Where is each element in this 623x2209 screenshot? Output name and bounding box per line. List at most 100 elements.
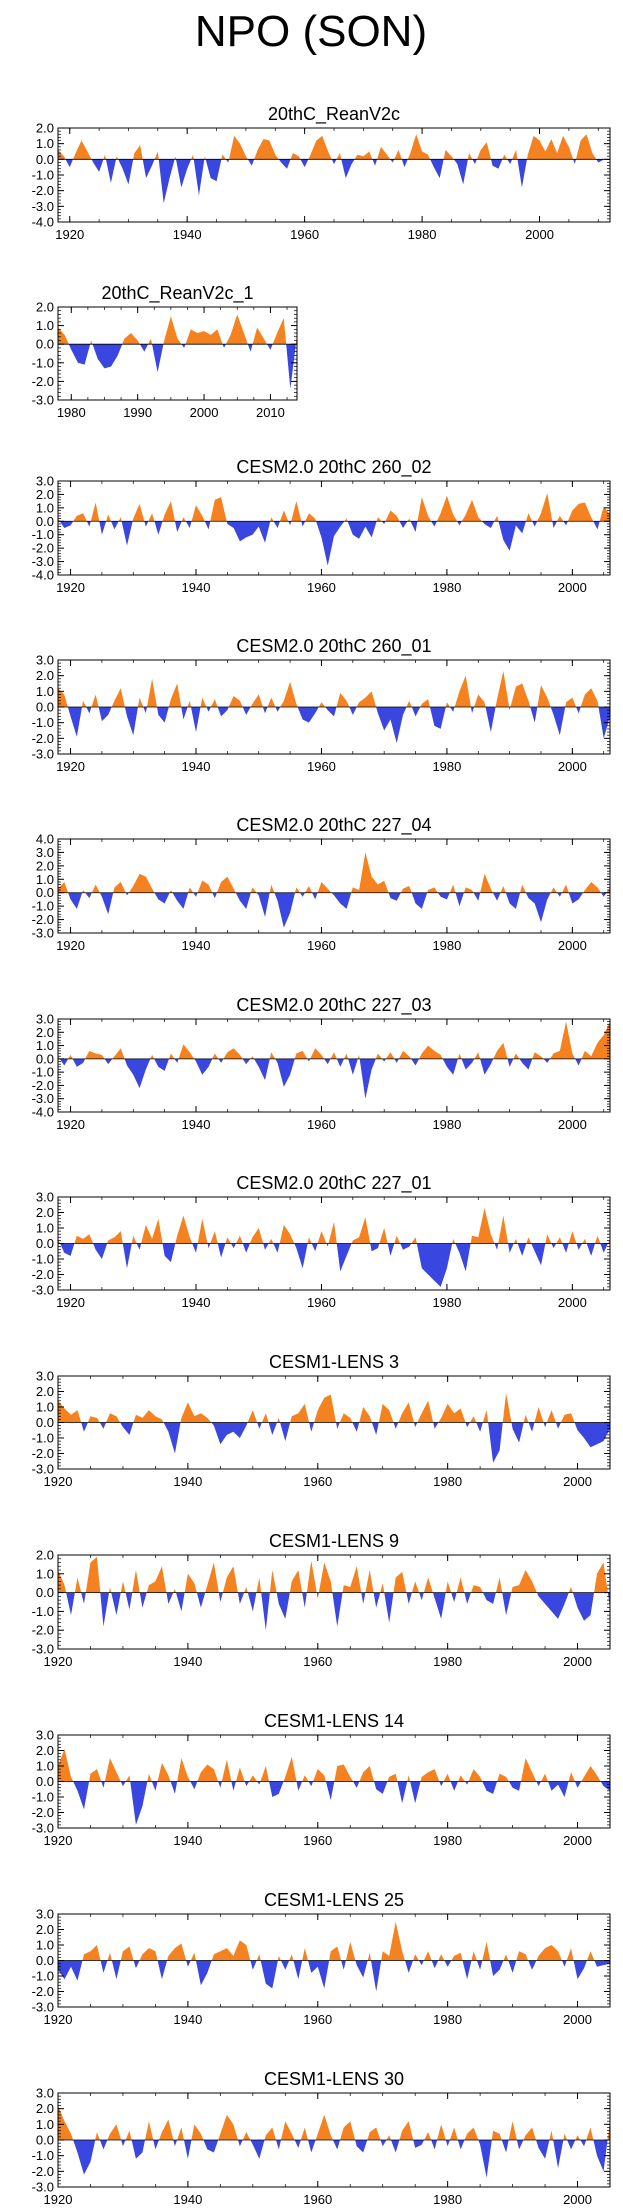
- figure-title: NPO (SON): [195, 7, 427, 56]
- y-tick-label: 0.0: [36, 337, 54, 352]
- positive-area: [58, 493, 610, 522]
- y-tick-label: -2.0: [32, 1984, 54, 1999]
- plot-frame: [57, 127, 611, 223]
- panel-5: CESM2.0 20thC 227_044.03.02.01.00.0-1.0-…: [32, 815, 611, 953]
- y-tick-label: -1.0: [32, 1969, 54, 1984]
- panel-10: CESM1-LENS 14 3.02.01.00.0-1.0-2.0-3.0192…: [32, 1711, 611, 1848]
- positive-area: [58, 1556, 610, 1593]
- positive-area: [58, 670, 610, 707]
- y-tick-label: 3.0: [36, 1728, 54, 1743]
- plot-frame: [57, 1554, 611, 1650]
- x-tick-label: 2000: [563, 1474, 592, 1489]
- y-tick-label: -3.0: [32, 926, 54, 941]
- y-tick-label: -2.0: [32, 541, 54, 556]
- y-tick-label: 3.0: [36, 1907, 54, 1922]
- x-tick-label: 1960: [307, 580, 336, 595]
- negative-area: [58, 2140, 610, 2178]
- panel-4: CESM2.0 20thC 260_01 3.02.01.00.0-1.0-2.0…: [32, 636, 611, 774]
- x-tick-label: 2000: [563, 1833, 592, 1848]
- y-tick-label: 1.0: [36, 1221, 54, 1236]
- negative-area: [58, 1781, 610, 1825]
- y-tick-label: 0.0: [36, 1585, 54, 1600]
- y-tick-label: 2.0: [36, 1384, 54, 1399]
- x-tick-label: 1920: [56, 1117, 85, 1132]
- x-tick-label: 1960: [307, 1117, 336, 1132]
- y-tick-label: 0.0: [36, 1415, 54, 1430]
- x-tick-label: 1940: [182, 938, 211, 953]
- panel-6: CESM2.0 20thC 227_03 3.02.01.00.0-1.0-2.0…: [32, 995, 611, 1132]
- x-tick-label: 1980: [433, 1833, 462, 1848]
- y-tick-label: 1.0: [36, 500, 54, 515]
- y-tick-label: 0.0: [36, 700, 54, 715]
- positive-area: [58, 314, 297, 345]
- y-tick-label: 2.0: [36, 121, 54, 136]
- y-tick-label: 2.0: [36, 487, 54, 502]
- y-tick-label: -3.0: [32, 554, 54, 569]
- x-tick-label: 1980: [408, 227, 437, 242]
- x-tick-label: 1980: [57, 405, 86, 420]
- y-tick-label: -4.0: [32, 1105, 54, 1120]
- x-tick-label: 2000: [525, 227, 554, 242]
- x-tick-label: 1960: [303, 1654, 332, 1669]
- y-tick-label: -2.0: [32, 183, 54, 198]
- y-tick-label: 3.0: [36, 845, 54, 860]
- negative-area: [58, 344, 297, 389]
- y-tick-label: -3.0: [32, 1283, 54, 1298]
- x-tick-label: 1940: [182, 1295, 211, 1310]
- positive-area: [58, 852, 610, 893]
- x-tick-label: 1940: [182, 1117, 211, 1132]
- y-tick-label: 0.0: [36, 514, 54, 529]
- y-tick-label: -1.0: [32, 168, 54, 183]
- y-tick-label: -3.0: [32, 1821, 54, 1836]
- y-tick-label: 2.0: [36, 2101, 54, 2116]
- y-tick-label: 2.0: [36, 1205, 54, 1220]
- x-tick-label: 1920: [44, 1474, 73, 1489]
- y-tick-label: -1.0: [32, 355, 54, 370]
- negative-area: [58, 1592, 610, 1631]
- y-tick-label: -1.0: [32, 1431, 54, 1446]
- panel-8: CESM1-LENS 3 3.02.01.00.0-1.0-2.0-3.01920…: [32, 1352, 611, 1489]
- x-tick-label: 2000: [558, 580, 587, 595]
- x-tick-label: 1960: [303, 1833, 332, 1848]
- x-tick-label: 2000: [558, 759, 587, 774]
- plot-frame: [57, 306, 298, 401]
- y-tick-label: 1.0: [36, 136, 54, 151]
- panel-title: CESM1-LENS 9: [269, 1531, 399, 1551]
- x-tick-label: 1920: [44, 2192, 73, 2207]
- panel-title: CESM2.0 20thC 260_01: [236, 636, 431, 657]
- plot-frame: [57, 1018, 611, 1113]
- positive-area: [58, 1921, 610, 1961]
- y-tick-label: 1.0: [36, 1566, 54, 1581]
- y-tick-label: 1.0: [36, 872, 54, 887]
- x-tick-label: 1980: [433, 1474, 462, 1489]
- panel-title: CESM1-LENS 30: [264, 2069, 404, 2089]
- y-tick-label: -2.0: [32, 1623, 54, 1638]
- negative-area: [58, 1422, 610, 1463]
- x-tick-label: 1960: [303, 2012, 332, 2027]
- y-tick-label: 3.0: [36, 653, 54, 668]
- y-tick-label: -1.0: [32, 527, 54, 542]
- y-tick-label: -1.0: [32, 1604, 54, 1619]
- y-tick-label: 2.0: [36, 1743, 54, 1758]
- y-tick-label: -1.0: [32, 899, 54, 914]
- y-tick-label: -2.0: [32, 1805, 54, 1820]
- plot-frame: [57, 838, 611, 934]
- x-tick-label: 2000: [563, 1654, 592, 1669]
- y-tick-label: -1.0: [32, 715, 54, 730]
- panel-title: 20thC_ReanV2c: [268, 104, 400, 125]
- x-tick-label: 2010: [256, 405, 285, 420]
- positive-area: [58, 1021, 610, 1059]
- x-tick-label: 2000: [190, 405, 219, 420]
- y-tick-label: -4.0: [32, 215, 54, 230]
- negative-area: [58, 707, 610, 744]
- x-tick-label: 1920: [44, 1833, 73, 1848]
- y-tick-label: 1.0: [36, 318, 54, 333]
- panel-title: CESM1-LENS 14: [264, 1711, 404, 1731]
- positive-area: [58, 2105, 610, 2140]
- x-tick-label: 1940: [173, 2012, 202, 2027]
- y-tick-label: -3.0: [32, 1462, 54, 1477]
- x-tick-label: 2000: [558, 1117, 587, 1132]
- y-tick-label: -3.0: [32, 2000, 54, 2015]
